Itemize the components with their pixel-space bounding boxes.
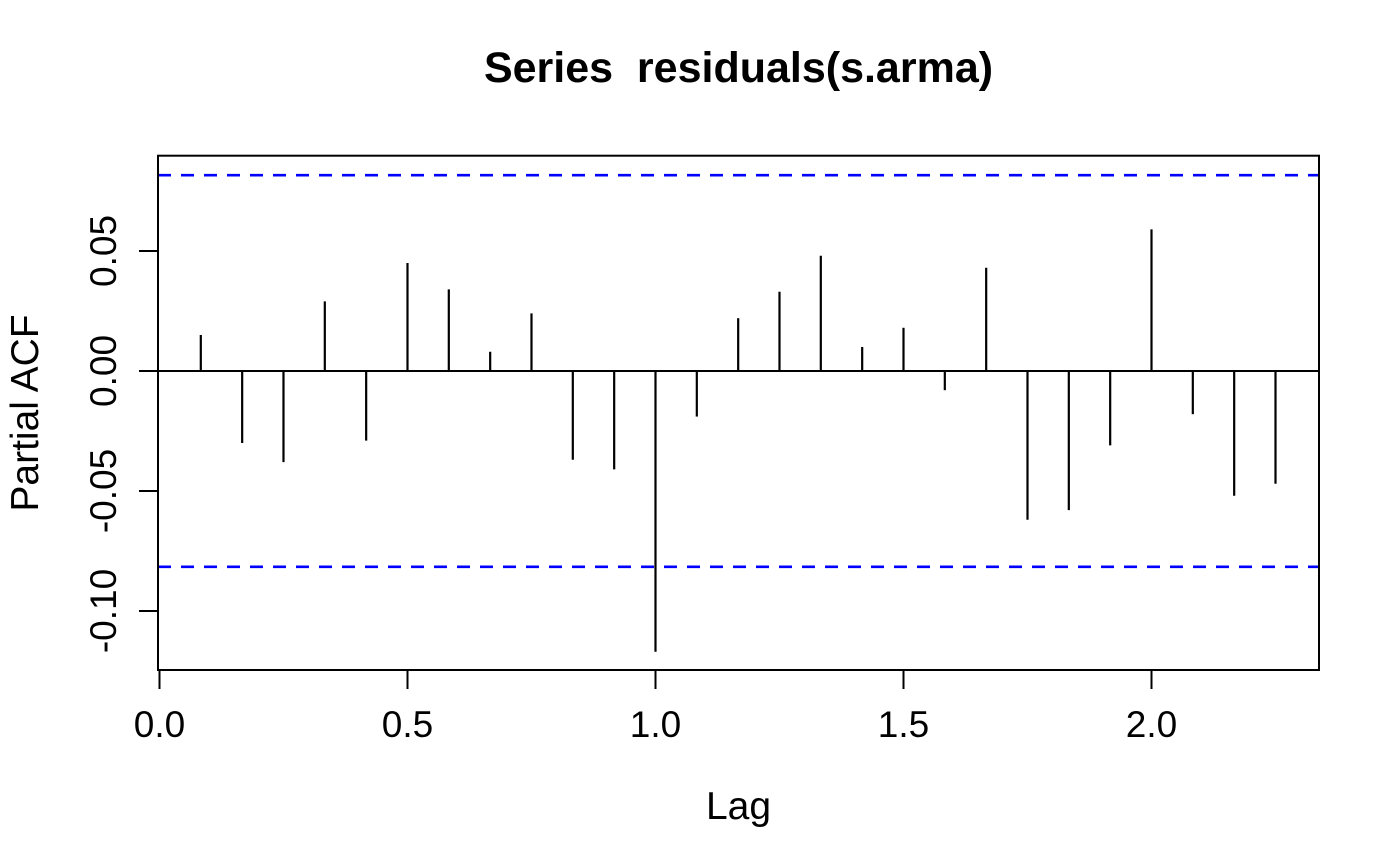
plot-box [157, 154, 1320, 671]
x-axis-title: Lag [705, 785, 772, 828]
y-tick-label: -0.10 [83, 569, 124, 653]
chart-title: Series residuals(s.arma) [483, 44, 994, 92]
x-tick-label: 0.5 [382, 704, 433, 745]
y-tick-label: -0.05 [83, 449, 124, 533]
y-tick-label: 0.00 [83, 335, 124, 407]
x-tick-label: 1.5 [878, 704, 929, 745]
x-tick-label: 2.0 [1126, 704, 1177, 745]
x-tick-label: 0.0 [134, 704, 185, 745]
x-tick-label: 1.0 [630, 704, 681, 745]
y-tick-label: 0.05 [83, 215, 124, 287]
